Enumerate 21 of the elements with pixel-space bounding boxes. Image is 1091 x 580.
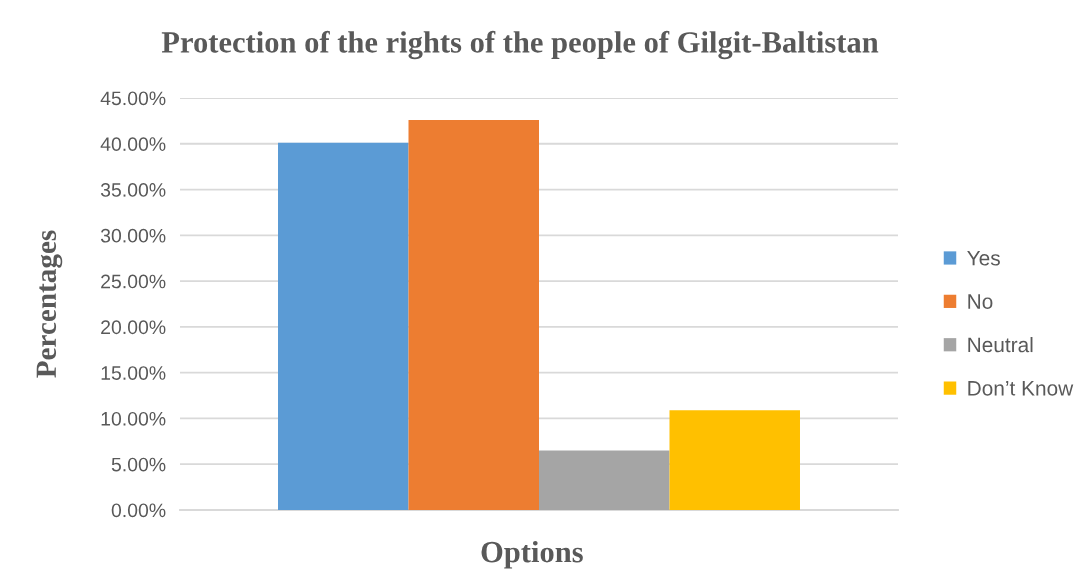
bar (408, 119, 539, 510)
y-tick-label: 15.00% (101, 366, 166, 380)
legend-label: Yes (967, 250, 1000, 266)
y-tick-label: 10.00% (101, 411, 166, 426)
legend-label: Don’t Know (968, 381, 1074, 396)
y-tick-label: 25.00% (101, 274, 166, 289)
y-tick-label: 20.00% (101, 320, 166, 335)
y-tick-label: 40.00% (100, 137, 166, 152)
y-tick-label: 0.00% (111, 503, 166, 518)
legend-label: No (968, 294, 993, 309)
legend-label: Neutral (968, 336, 1033, 353)
y-tick-label: 35.00% (100, 183, 166, 197)
x-axis-title: Options (481, 540, 583, 569)
bar (278, 142, 409, 510)
bar (669, 410, 800, 510)
y-tick-label: 45.00% (100, 91, 166, 106)
y-tick-label: 5.00% (111, 457, 166, 472)
bar (539, 450, 670, 510)
y-tick-label: 30.00% (100, 228, 166, 243)
y-axis-title: Percentages (36, 230, 63, 378)
chart-title: Protection of the rights of the people of Gilgit-Baltistan (161, 30, 879, 60)
